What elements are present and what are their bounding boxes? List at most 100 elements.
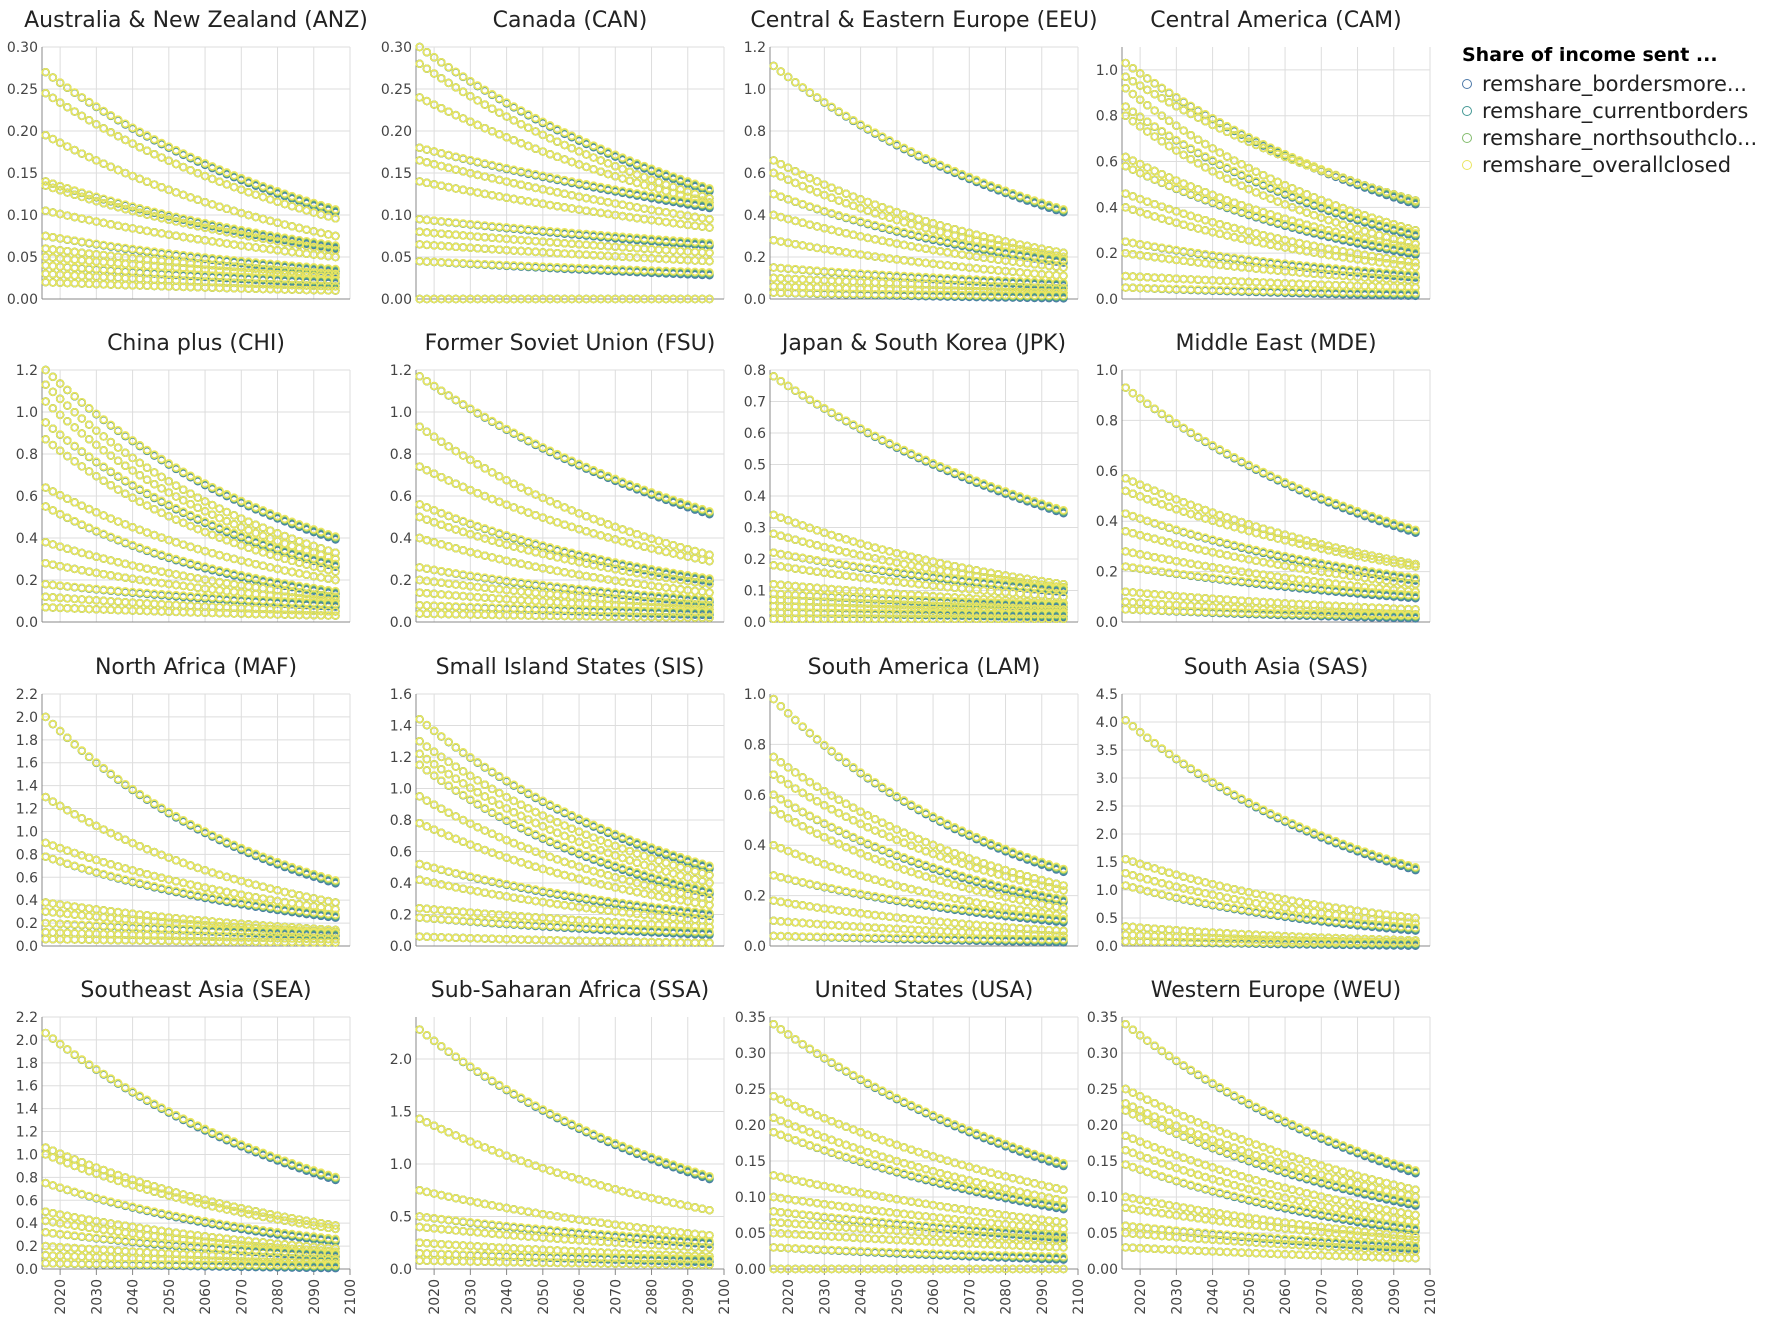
- data-point: [596, 196, 605, 206]
- data-point: [640, 172, 649, 182]
- data-point: [603, 159, 613, 168]
- data-point: [295, 248, 304, 258]
- data-point: [309, 208, 318, 217]
- data-point: [324, 203, 333, 212]
- data-point: [567, 144, 577, 153]
- data-point: [553, 238, 562, 247]
- data-point: [487, 174, 497, 183]
- data-point: [654, 206, 663, 216]
- data-point: [769, 61, 778, 71]
- data-point: [654, 177, 663, 187]
- data-point: [331, 286, 340, 295]
- data-point: [1044, 270, 1054, 279]
- data-point: [791, 216, 800, 226]
- data-point: [805, 242, 815, 251]
- data-point: [841, 189, 851, 198]
- data-point: [827, 183, 836, 192]
- data-point: [193, 235, 203, 244]
- data-point: [113, 280, 123, 290]
- data-point: [84, 115, 94, 125]
- data-point: [618, 200, 627, 210]
- data-point: [99, 124, 108, 133]
- data-point: [63, 102, 72, 112]
- data-point: [705, 248, 714, 258]
- data-point: [907, 257, 916, 266]
- data-point: [99, 106, 108, 116]
- data-point: [531, 144, 540, 153]
- data-point: [422, 145, 432, 154]
- data-point: [444, 242, 453, 251]
- data-point: [186, 233, 195, 243]
- panel-title: Australia & New Zealand (ANZ): [24, 8, 368, 33]
- data-point: [769, 189, 778, 199]
- data-point: [106, 162, 116, 172]
- data-point: [798, 181, 807, 191]
- data-point: [582, 193, 591, 203]
- data-point: [121, 135, 130, 145]
- data-point: [331, 231, 340, 241]
- data-point: [77, 279, 87, 288]
- data-point: [473, 232, 482, 241]
- data-point: [473, 188, 482, 197]
- data-point: [99, 218, 108, 228]
- data-point: [545, 150, 555, 159]
- data-point: [625, 167, 634, 176]
- data-point: [451, 242, 461, 252]
- data-point: [921, 258, 931, 268]
- data-point: [654, 184, 663, 194]
- data-point: [266, 195, 275, 204]
- data-point: [92, 102, 101, 111]
- data-point: [244, 187, 253, 197]
- data-point: [863, 206, 873, 216]
- data-point: [70, 247, 79, 257]
- data-point: [567, 204, 577, 213]
- data-point: [1008, 267, 1017, 276]
- data-point: [834, 196, 844, 205]
- y-tick-label: 0.10: [381, 208, 412, 224]
- data-point: [914, 222, 923, 231]
- data-point: [77, 111, 87, 121]
- data-point: [48, 73, 58, 82]
- data-point: [769, 236, 778, 245]
- y-tick-label: 0.25: [7, 82, 38, 98]
- data-point: [936, 260, 945, 269]
- data-point: [567, 191, 577, 200]
- data-point: [567, 249, 577, 259]
- y-tick-label: 0.8: [744, 124, 766, 140]
- data-point: [113, 131, 123, 141]
- data-point: [415, 143, 424, 153]
- data-point: [280, 285, 289, 294]
- data-point: [302, 225, 311, 234]
- data-point: [63, 278, 72, 288]
- data-point: [567, 157, 577, 167]
- data-point: [618, 174, 627, 183]
- data-point: [437, 161, 446, 171]
- data-point: [48, 134, 58, 144]
- data-point: [302, 249, 311, 258]
- y-tick-label: 0.20: [381, 124, 412, 140]
- y-tick-label: 0.05: [7, 250, 38, 266]
- data-point: [776, 237, 786, 246]
- data-point: [142, 177, 152, 186]
- data-point: [798, 218, 807, 228]
- data-point: [444, 163, 453, 173]
- data-point: [48, 232, 58, 242]
- data-point: [41, 278, 50, 287]
- data-point: [215, 165, 224, 174]
- data-point: [415, 177, 424, 186]
- data-point: [273, 187, 282, 196]
- data-point: [164, 156, 174, 165]
- data-point: [222, 168, 232, 177]
- y-tick-label: 0.20: [7, 124, 38, 140]
- data-point: [324, 286, 333, 295]
- data-point: [705, 257, 714, 266]
- data-point: [200, 197, 210, 207]
- y-tick-label: 0.15: [7, 166, 38, 182]
- data-point: [287, 247, 297, 257]
- data-point: [849, 192, 858, 201]
- data-point: [589, 241, 598, 250]
- data-point: [596, 156, 605, 165]
- data-point: [516, 246, 526, 256]
- data-point: [473, 96, 482, 105]
